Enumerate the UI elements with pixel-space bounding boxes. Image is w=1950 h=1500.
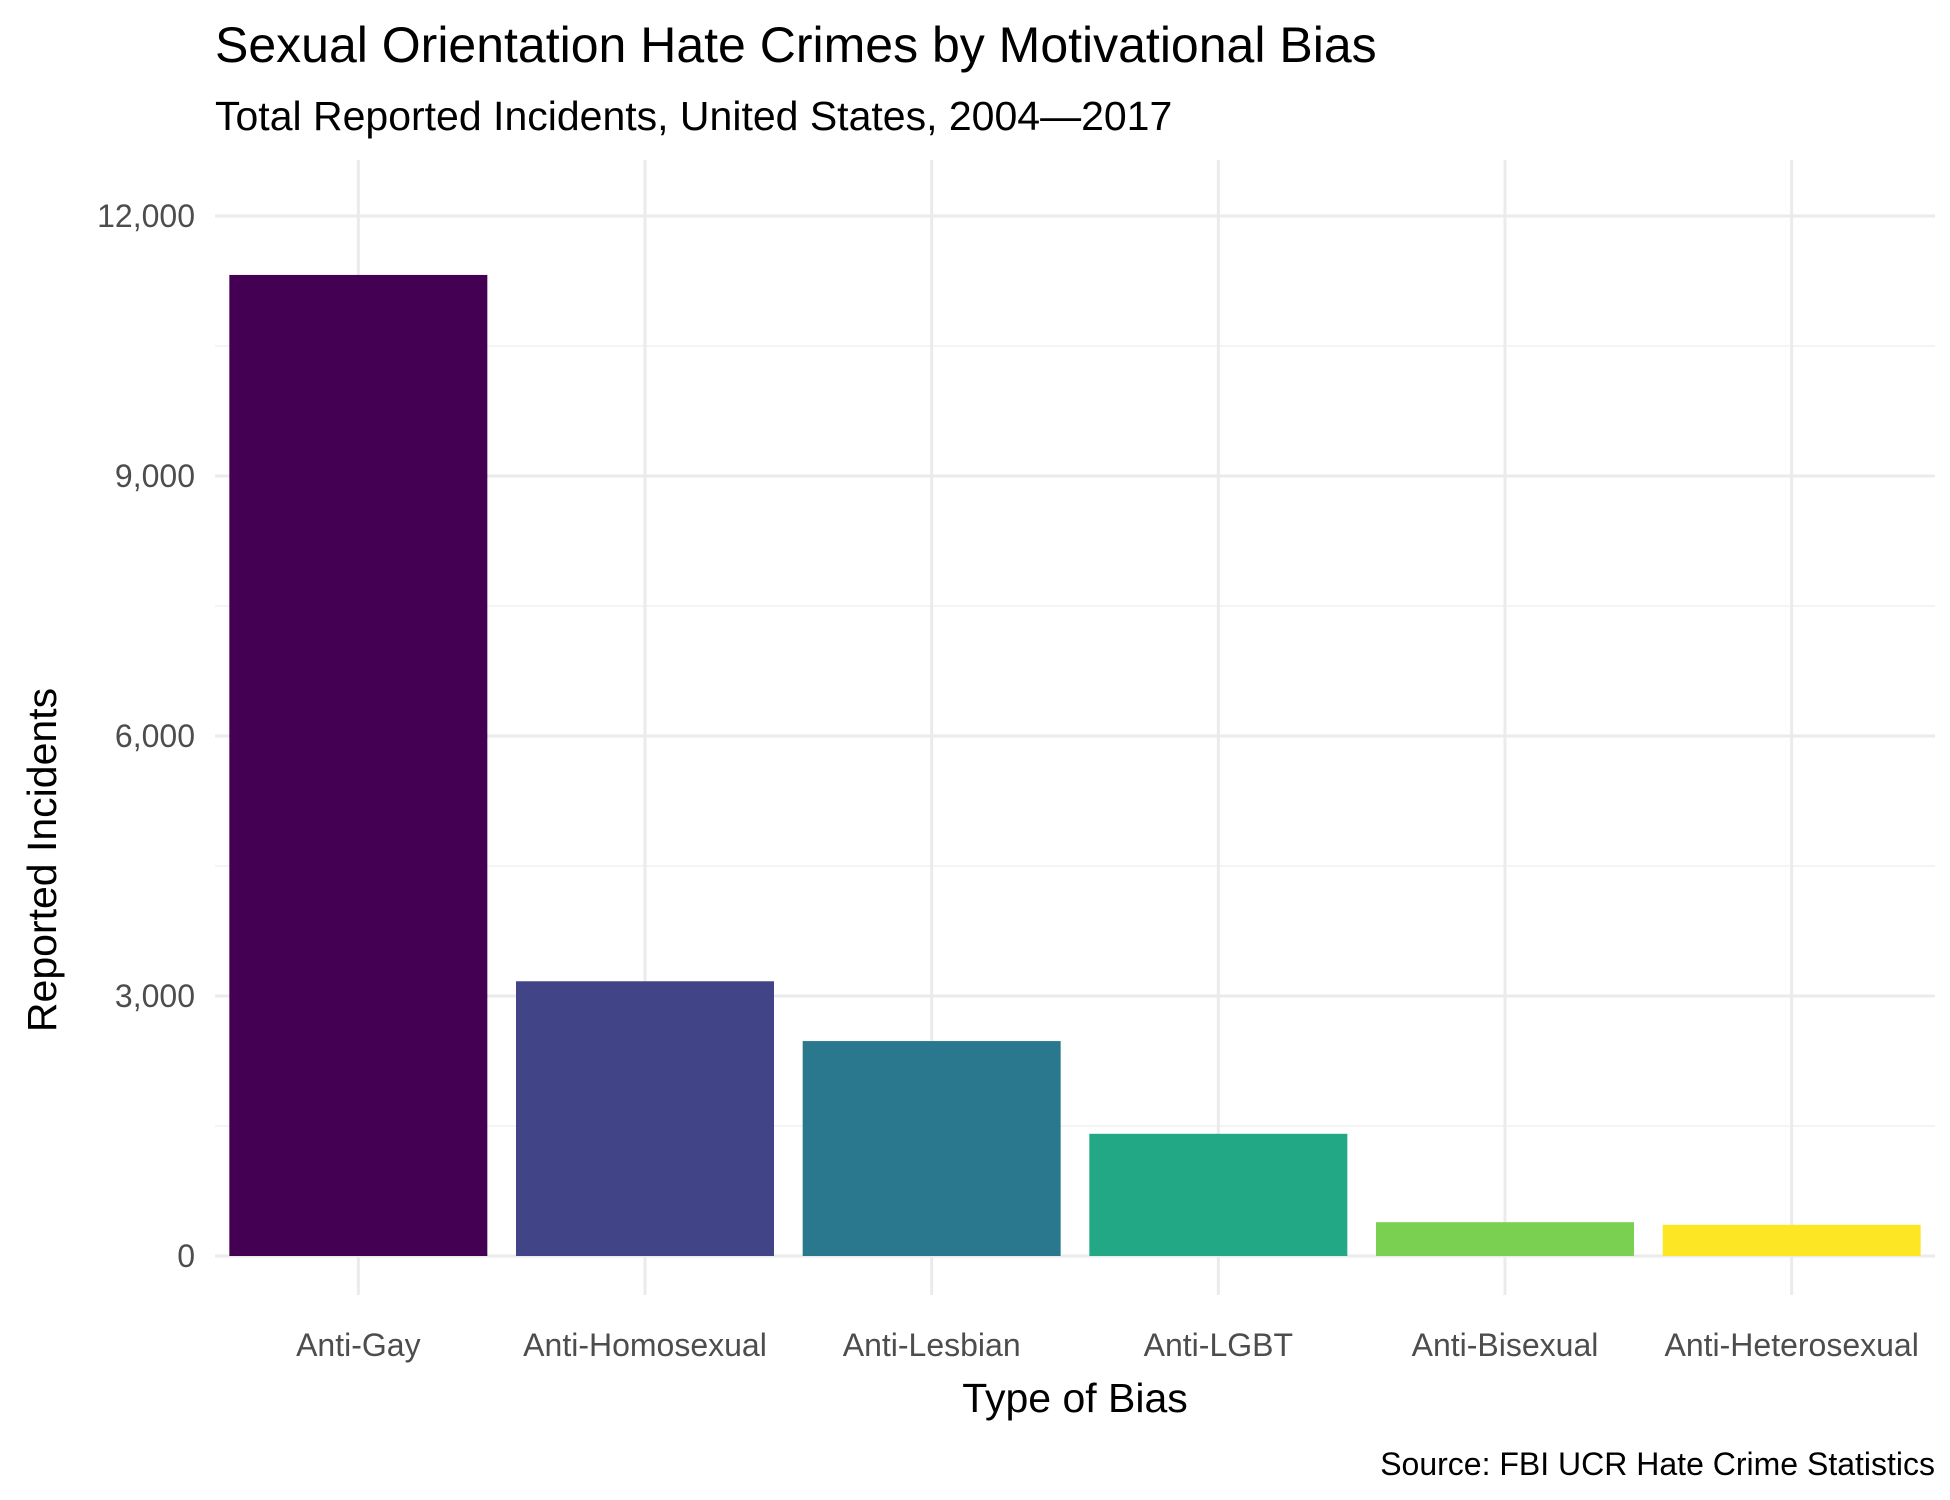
bar-anti-gay xyxy=(229,274,488,1256)
x-axis-title: Type of Bias xyxy=(962,1375,1188,1421)
y-tick-label: 6,000 xyxy=(115,718,195,754)
bar-anti-heterosexual xyxy=(1662,1224,1921,1256)
x-tick-label: Anti-Homosexual xyxy=(523,1327,767,1363)
bar-anti-lesbian xyxy=(802,1041,1061,1256)
bar-anti-homosexual xyxy=(516,981,774,1256)
x-tick-label: Anti-Lesbian xyxy=(843,1327,1021,1363)
x-tick-label: Anti-Bisexual xyxy=(1412,1327,1599,1363)
bar-anti-bisexual xyxy=(1376,1222,1634,1256)
y-tick-label: 0 xyxy=(177,1238,195,1274)
chart-subtitle: Total Reported Incidents, United States,… xyxy=(215,93,1172,139)
source-caption: Source: FBI UCR Hate Crime Statistics xyxy=(1380,1446,1935,1482)
y-tick-label: 12,000 xyxy=(97,198,195,234)
y-tick-label: 3,000 xyxy=(115,978,195,1014)
chart-title: Sexual Orientation Hate Crimes by Motiva… xyxy=(215,17,1377,73)
y-axis-ticks: 0 3,000 6,000 9,000 12,000 xyxy=(97,198,195,1274)
bar-anti-lgbt xyxy=(1089,1133,1348,1256)
x-tick-label: Anti-LGBT xyxy=(1144,1327,1293,1363)
grid xyxy=(215,160,1935,1295)
x-tick-label: Anti-Heterosexual xyxy=(1664,1327,1918,1363)
y-tick-label: 9,000 xyxy=(115,458,195,494)
y-axis-title: Reported Incidents xyxy=(19,688,65,1032)
bars xyxy=(229,274,1921,1256)
x-axis-ticks: Anti-Gay Anti-Homosexual Anti-Lesbian Anti-… xyxy=(296,1327,1919,1363)
x-tick-label: Anti-Gay xyxy=(296,1327,420,1363)
